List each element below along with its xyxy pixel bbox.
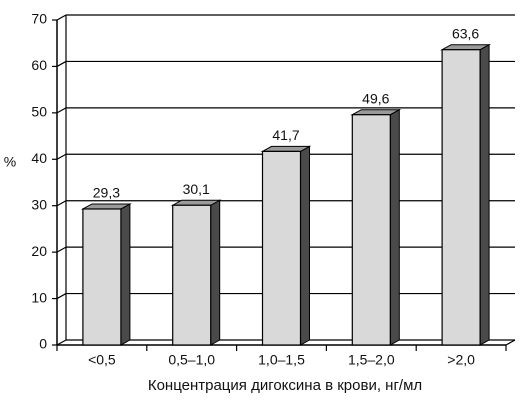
bar-top (80, 203, 132, 210)
y-tick-label: 70 (31, 11, 47, 27)
grid-line-side (56, 200, 67, 207)
grid-line-side (56, 293, 67, 300)
y-axis-label: % (4, 154, 16, 170)
y-tick-label: 60 (31, 57, 47, 73)
data-label: 49,6 (362, 90, 389, 106)
data-label: 29,3 (93, 185, 120, 201)
grid-line-side (56, 246, 67, 253)
data-label: 41,7 (272, 127, 299, 143)
y-tick-label: 20 (31, 243, 47, 259)
bar (172, 204, 212, 346)
bar-side (479, 43, 490, 346)
bar-side (210, 199, 221, 346)
grid-line-side (56, 60, 67, 67)
y-tick-label: 10 (31, 289, 47, 305)
x-tick-label: 1,0–1,5 (258, 352, 305, 368)
y-tick-label: 40 (31, 150, 47, 166)
bar-top (260, 145, 312, 152)
bar (351, 114, 391, 346)
y-tick-label: 0 (39, 336, 47, 352)
x-tick-label: >2,0 (447, 352, 475, 368)
bar-side (120, 203, 131, 346)
grid-line-side (56, 153, 67, 160)
x-axis-label: Концентрация дигоксина в крови, нг/мл (148, 377, 422, 394)
grid-line-side (56, 107, 67, 114)
data-label: 63,6 (452, 25, 479, 41)
bar-side (389, 108, 400, 346)
floor-edge (505, 339, 516, 346)
grid-line-side (56, 14, 67, 21)
bar-top (170, 199, 222, 206)
data-label: 30,1 (183, 181, 210, 197)
x-tick-label: <0,5 (88, 352, 116, 368)
bar-top (440, 44, 492, 51)
grid-line-side (56, 339, 67, 346)
y-tick-label: 50 (31, 104, 47, 120)
x-tick-label: 1,5–2,0 (348, 352, 395, 368)
y-tick-label: 30 (31, 196, 47, 212)
bar-side (300, 145, 310, 346)
x-tick-label: 0,5–1,0 (168, 352, 215, 368)
bar-top (350, 109, 402, 116)
bar (261, 150, 302, 346)
bar (441, 49, 481, 346)
bar (82, 208, 122, 346)
